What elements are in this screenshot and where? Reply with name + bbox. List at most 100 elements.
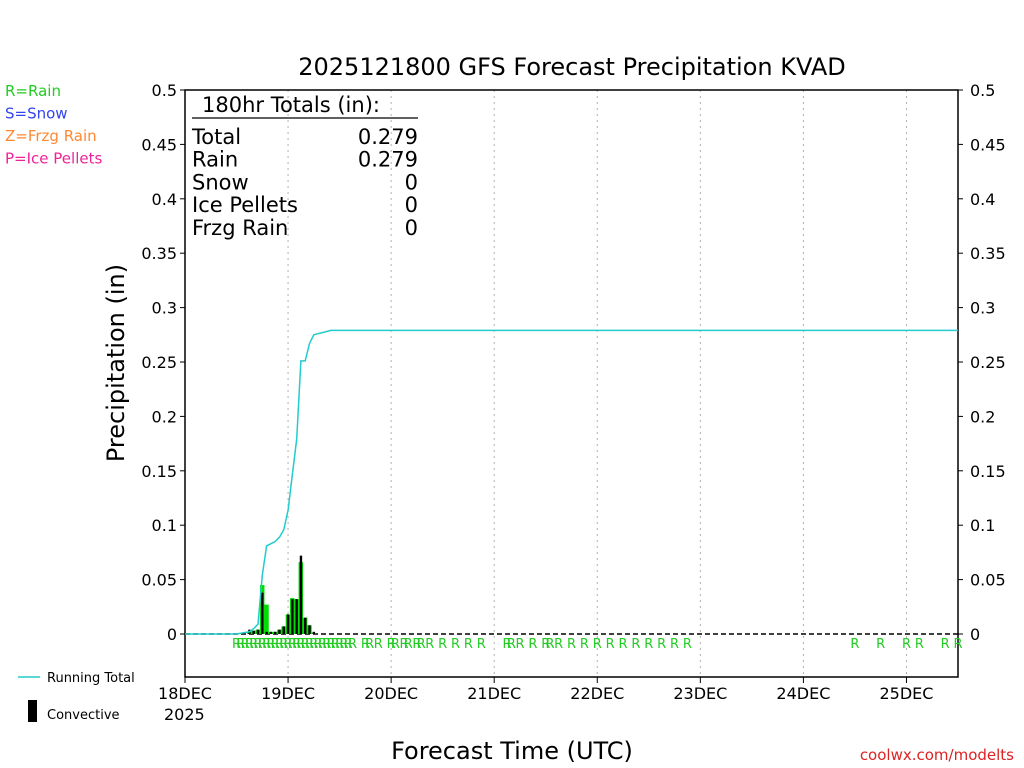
y-tick-label: 0.05 <box>141 571 177 590</box>
totals-row-value: 0 <box>405 216 418 240</box>
convective-legend-swatch <box>28 700 37 722</box>
precip-type-marker: R <box>477 637 486 652</box>
running-total-legend: Running Total <box>18 671 135 686</box>
precip-type-marker: R <box>593 637 602 652</box>
totals-row-label: Total <box>191 125 241 149</box>
y-tick-label-right: 0.25 <box>970 353 1006 372</box>
totals-box: 180hr Totals (in): Total 0.279 Rain 0.279 Sn… <box>191 93 418 240</box>
precip-type-marker: R <box>387 637 396 652</box>
precip-type-marker: R <box>503 637 512 652</box>
convective-bar <box>299 555 303 634</box>
precip-type-marker: R <box>644 637 653 652</box>
x-axis: 18DEC 19DEC 20DEC 21DEC 22DEC 23DEC 24DEC 25DEC <box>158 677 933 703</box>
convective-bar <box>308 625 311 634</box>
chart-title: 2025121800 GFS Forecast Precipitation KV… <box>298 53 846 81</box>
precip-type-marker: R <box>515 637 524 652</box>
y-tick-label: 0.15 <box>141 462 177 481</box>
totals-row-label: Snow <box>192 170 249 194</box>
y-tick-label-right: 0.05 <box>970 571 1006 590</box>
precip-type-marker: R <box>374 637 383 652</box>
y-tick-label-right: 0.1 <box>970 516 995 535</box>
precip-type-marker: R <box>249 637 258 652</box>
convective-bar <box>278 629 281 634</box>
totals-row-value: 0 <box>405 193 418 217</box>
legend-type-1: S=Snow <box>5 105 68 123</box>
y-tick-label: 0.3 <box>152 299 177 318</box>
precip-type-marker: R <box>941 637 950 652</box>
precip-type-marker: R <box>507 637 516 652</box>
precip-type-marker: R <box>953 637 962 652</box>
y-axis-right: 0 0.05 0.1 0.15 0.2 0.25 0.3 0.35 0.4 0.45 0.5 <box>958 81 1006 644</box>
precip-type-marker: R <box>232 637 241 652</box>
precip-type-marker: R <box>580 637 589 652</box>
precip-type-marker: R <box>266 637 275 652</box>
convective-bar <box>256 629 260 634</box>
precip-type-marker: R <box>412 637 421 652</box>
precip-type-marker: R <box>619 637 628 652</box>
precip-type-marker: R <box>683 637 692 652</box>
convective-bar <box>273 631 277 634</box>
precip-type-marker: R <box>318 637 327 652</box>
precip-type-marker: R <box>567 637 576 652</box>
x-tick-label: 24DEC <box>776 684 830 703</box>
running-total-legend-label: Running Total <box>47 671 135 686</box>
precip-type-marker: R <box>314 637 323 652</box>
gridlines <box>287 90 907 677</box>
x-tick-label: 21DEC <box>467 684 521 703</box>
precip-type-marker: R <box>438 637 447 652</box>
precip-type-marker: R <box>425 637 434 652</box>
precip-type-marker: R <box>344 637 353 652</box>
totals-row-value: 0 <box>405 170 418 194</box>
precip-type-marker: R <box>546 637 555 652</box>
precip-type-marker: R <box>275 637 284 652</box>
x-tick-label: 19DEC <box>261 684 315 703</box>
precip-type-marker: R <box>339 637 348 652</box>
precip-type-legend: R=Rain S=Snow Z=Frzg Rain P=Ice Pellets <box>5 82 102 168</box>
precip-type-marker: R <box>365 637 374 652</box>
y-tick-label: 0.35 <box>141 244 177 263</box>
legend-type-2: Z=Frzg Rain <box>5 127 97 145</box>
precip-type-marker: R <box>271 637 280 652</box>
x-tick-label: 25DEC <box>879 684 933 703</box>
precip-type-marker: R <box>876 637 885 652</box>
y-tick-label: 0.25 <box>141 353 177 372</box>
precip-type-marker: R <box>348 637 357 652</box>
x-tick-label: 20DEC <box>364 684 418 703</box>
precip-type-marker: R <box>541 637 550 652</box>
y-tick-label: 0.1 <box>152 516 177 535</box>
x-year-label: 2025 <box>164 705 205 724</box>
totals-row-value: 0.279 <box>358 148 418 172</box>
legend-type-0: R=Rain <box>5 82 61 100</box>
y-tick-label: 0.2 <box>152 407 177 426</box>
precip-type-marker: R <box>288 637 297 652</box>
x-tick-label: 23DEC <box>673 684 727 703</box>
precip-type-marker: R <box>399 637 408 652</box>
convective-bar <box>312 631 316 634</box>
precip-type-marker: R <box>301 637 310 652</box>
precip-type-marker: R <box>322 637 331 652</box>
convective-bars <box>248 555 316 634</box>
convective-bar <box>286 614 290 634</box>
y-axis-label: Precipitation (in) <box>102 264 130 462</box>
precip-type-marker: R <box>236 637 245 652</box>
precip-bar <box>264 604 269 634</box>
precip-type-marker: R <box>404 637 413 652</box>
precip-type-marker: R <box>915 637 924 652</box>
convective-legend: Convective <box>28 700 120 723</box>
totals-row-label: Ice Pellets <box>192 193 298 217</box>
precip-type-marker: R <box>554 637 563 652</box>
precip-type-marker: R <box>241 637 250 652</box>
totals-row-label: Rain <box>192 148 238 172</box>
y-axis-left: 0 0.05 0.1 0.15 0.2 0.25 0.3 0.35 0.4 0.45 0.5 <box>141 81 185 644</box>
convective-bar <box>291 599 294 634</box>
convective-bar <box>252 630 255 634</box>
x-tick-label: 22DEC <box>570 684 624 703</box>
precip-type-marker: R <box>902 637 911 652</box>
convective-bar <box>295 599 298 634</box>
precip-type-marker: R <box>245 637 254 652</box>
totals-row-value: 0.279 <box>358 125 418 149</box>
convective-bar <box>265 631 268 634</box>
legend-type-3: P=Ice Pellets <box>5 150 102 168</box>
y-tick-label-right: 0 <box>970 625 980 644</box>
